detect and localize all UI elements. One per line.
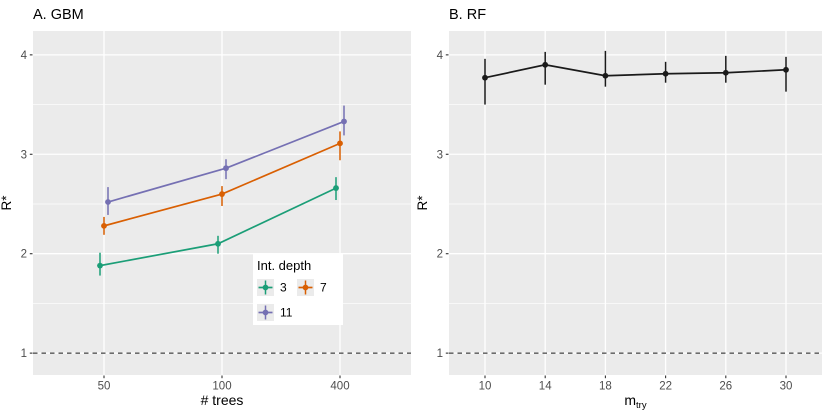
panel-b: 10 14 18 22 26 30 1 2 3 4 B. RF mtry R* <box>415 7 822 411</box>
x-tick-label: 50 <box>98 381 111 393</box>
data-point <box>101 222 107 229</box>
panel-title: A. GBM <box>33 7 84 23</box>
data-point <box>215 240 221 247</box>
x-tick-label: 26 <box>719 381 732 393</box>
x-tick-label: 10 <box>479 381 492 393</box>
legend-key-point <box>262 284 269 291</box>
legend: Int. depth 3 7 11 <box>253 253 343 325</box>
legend-title: Int. depth <box>257 258 311 273</box>
x-axis-title: mtry <box>624 392 646 411</box>
data-point <box>602 72 609 79</box>
y-tick-label: 1 <box>437 348 443 360</box>
legend-label: 7 <box>320 281 327 295</box>
y-tick-label: 3 <box>437 149 443 161</box>
data-point <box>223 165 229 172</box>
x-tick-label: 22 <box>659 381 672 393</box>
data-point <box>105 199 111 205</box>
x-axis-title: # trees <box>201 392 244 408</box>
x-tick-label: 400 <box>330 381 349 393</box>
data-point <box>341 118 347 125</box>
data-point <box>662 70 669 77</box>
series-7 <box>101 131 343 235</box>
series-11 <box>105 105 347 215</box>
data-point <box>722 69 729 76</box>
legend-label: 3 <box>280 281 287 295</box>
data-point <box>337 140 343 147</box>
series-RF <box>482 50 789 105</box>
series-line <box>484 63 787 79</box>
y-tick-label: 2 <box>437 249 443 261</box>
y-tick-label: 4 <box>437 50 444 62</box>
data-point <box>542 61 549 68</box>
data-point <box>482 74 488 81</box>
panel-title: B. RF <box>449 7 486 23</box>
x-tick-label: 30 <box>780 381 793 393</box>
data-point <box>219 191 225 197</box>
y-axis-title: R* <box>0 195 14 211</box>
data-point <box>333 185 339 191</box>
legend-key-point <box>302 284 309 291</box>
data-point <box>97 262 103 269</box>
x-tick-label: 18 <box>599 381 612 393</box>
series-3 <box>97 177 339 276</box>
x-tick-label: 100 <box>212 381 231 393</box>
y-tick-label: 2 <box>21 249 27 261</box>
panel-a: 50 100 400 1 2 3 4 A. GBM # trees R* Int. depth 3 7 1… <box>0 7 411 408</box>
x-tick-label: 14 <box>539 381 552 393</box>
y-axis-title: R* <box>415 195 430 211</box>
y-tick-label: 3 <box>21 149 27 161</box>
legend-key-point <box>262 309 269 316</box>
y-tick-label: 4 <box>21 50 28 62</box>
y-tick-label: 1 <box>21 348 27 360</box>
data-point <box>783 66 789 73</box>
panel-background <box>449 31 822 375</box>
legend-label: 11 <box>280 306 293 320</box>
